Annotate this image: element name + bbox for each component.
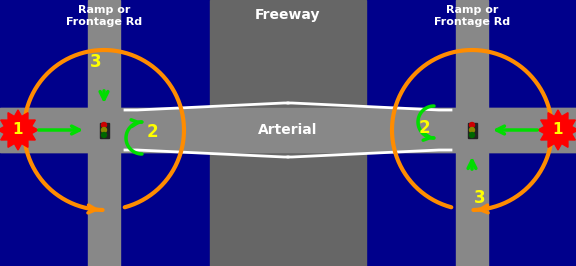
- Text: 3: 3: [474, 189, 486, 207]
- Circle shape: [469, 123, 475, 127]
- Text: Freeway: Freeway: [255, 8, 321, 22]
- Text: 1: 1: [13, 123, 23, 138]
- Text: 3: 3: [90, 53, 102, 71]
- Text: 2: 2: [418, 119, 430, 137]
- Bar: [0, 108, 576, 152]
- Circle shape: [469, 132, 475, 138]
- Text: Arterial: Arterial: [258, 123, 318, 137]
- Polygon shape: [538, 110, 576, 150]
- Circle shape: [101, 123, 107, 127]
- Circle shape: [101, 132, 107, 138]
- Circle shape: [469, 127, 475, 132]
- Text: 1: 1: [553, 123, 563, 138]
- Bar: [456, 0, 488, 266]
- Text: Ramp or
Frontage Rd: Ramp or Frontage Rd: [66, 5, 142, 27]
- Bar: [100, 123, 108, 138]
- Bar: [468, 123, 476, 138]
- Circle shape: [101, 127, 107, 132]
- Polygon shape: [0, 110, 38, 150]
- Bar: [0, 108, 576, 152]
- Bar: [210, 0, 366, 266]
- Bar: [88, 0, 120, 266]
- Text: 2: 2: [146, 123, 158, 141]
- Text: Ramp or
Frontage Rd: Ramp or Frontage Rd: [434, 5, 510, 27]
